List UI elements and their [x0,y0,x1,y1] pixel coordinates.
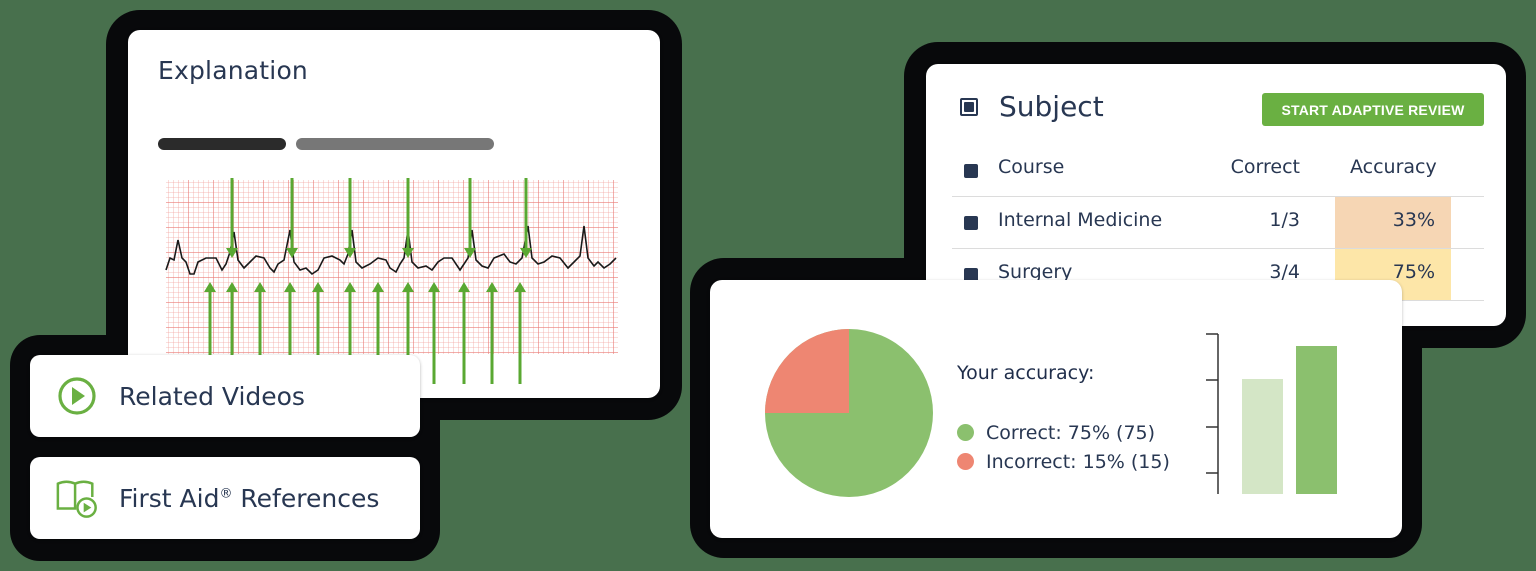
subject-table: Course Correct Accuracy Internal Medicin… [952,146,1484,301]
ecg-image [165,178,618,384]
registered-mark: ® [219,486,233,502]
first-aid-label: First Aid® References [119,484,379,513]
accuracy-title: Your accuracy: [957,362,1095,384]
correct-count: 3/4 [1269,261,1300,283]
first-aid-references-button[interactable]: First Aid® References [30,457,420,539]
accuracy-bar-chart [1206,333,1337,494]
row-checkbox[interactable] [964,216,978,230]
first-aid-label-rest: References [232,483,380,513]
explanation-title: Explanation [158,56,308,85]
tab-indicator-active[interactable] [158,138,286,150]
legend-label-correct: Correct: 75% (75) [986,421,1156,444]
legend-item-correct: Correct: 75% (75) [957,418,1170,447]
legend-label-incorrect: Incorrect: 15% (15) [986,450,1170,473]
accuracy-pie-chart [765,329,933,497]
header-checkbox[interactable] [964,164,978,178]
course-name: Internal Medicine [998,209,1163,231]
accuracy-value: 33% [1335,197,1451,248]
row-checkbox[interactable] [964,268,978,282]
select-all-checkbox[interactable] [960,98,978,116]
legend-item-incorrect: Incorrect: 15% (15) [957,447,1170,476]
accuracy-legend: Correct: 75% (75) Incorrect: 15% (15) [957,418,1170,476]
explanation-card: Explanation [128,30,660,398]
tab-indicator-inactive[interactable] [296,138,494,150]
start-adaptive-review-button[interactable]: START ADAPTIVE REVIEW [1262,93,1484,126]
play-circle-icon [55,374,99,418]
legend-dot-correct [957,424,974,441]
correct-count: 1/3 [1269,209,1300,231]
legend-dot-incorrect [957,453,974,470]
column-header-correct[interactable]: Correct [1230,156,1300,178]
table-row[interactable]: Internal Medicine 1/3 33% [952,197,1484,249]
column-header-course[interactable]: Course [998,156,1065,178]
related-videos-label: Related Videos [119,381,305,411]
related-videos-button[interactable]: Related Videos [30,355,420,437]
column-header-accuracy[interactable]: Accuracy [1350,156,1437,178]
subject-title: Subject [999,90,1104,123]
book-play-icon [55,476,99,520]
first-aid-label-main: First Aid [119,483,220,513]
accuracy-card: Your accuracy: Correct: 75% (75) Incorre… [710,280,1402,538]
course-name: Surgery [998,261,1073,283]
table-header: Course Correct Accuracy [952,146,1484,197]
